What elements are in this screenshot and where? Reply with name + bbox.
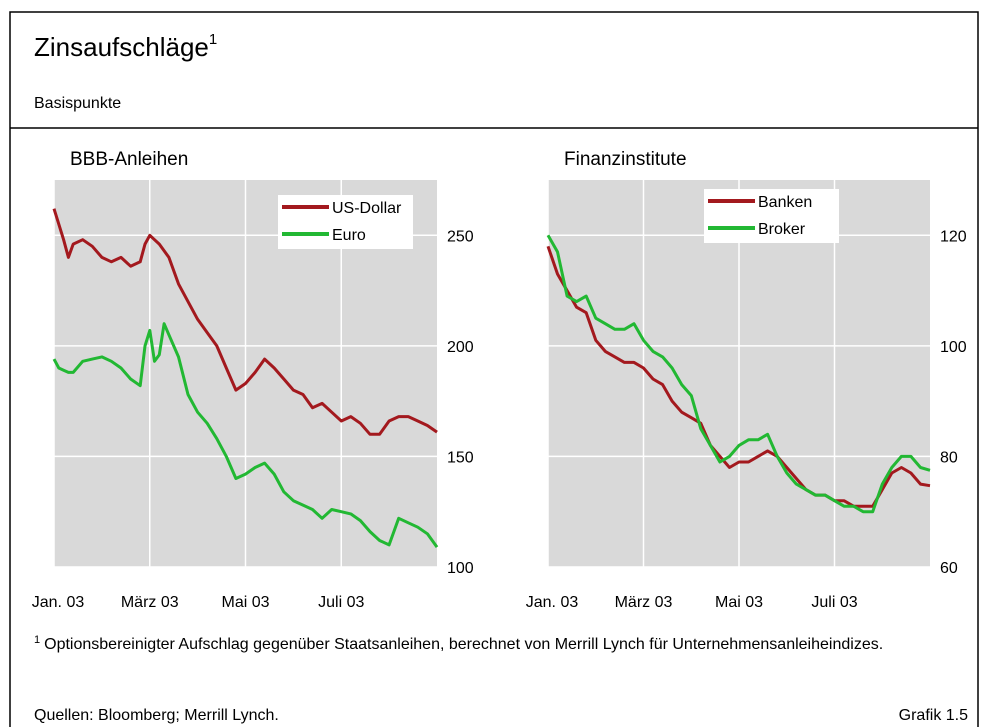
x-tick-label: Juli 03	[811, 594, 857, 611]
y-tick-label: 200	[447, 339, 474, 356]
x-tick-label: Mai 03	[715, 594, 763, 611]
x-tick-label: Mai 03	[221, 594, 269, 611]
legend-label: Euro	[332, 227, 366, 244]
source: Quellen: Bloomberg; Merrill Lynch.	[34, 707, 279, 724]
panel-title: BBB-Anleihen	[70, 149, 188, 170]
series-line	[52, 208, 438, 436]
footnote: 1 Optionsbereinigter Aufschlag gegenüber …	[34, 626, 968, 659]
x-tick-label: Juli 03	[318, 594, 364, 611]
figure-title: Zinsaufschläge1	[34, 31, 217, 62]
legend-label: Broker	[758, 221, 806, 238]
y-tick-label: 80	[940, 449, 958, 466]
x-tick-label: März 03	[615, 594, 673, 611]
series-line	[546, 245, 931, 508]
y-tick-label: 250	[447, 228, 474, 245]
x-tick-label: März 03	[121, 594, 179, 611]
x-tick-label: Jan. 03	[526, 594, 579, 611]
y-tick-label: 150	[447, 449, 474, 466]
series-line	[546, 234, 931, 514]
footnote-text: Optionsbereinigter Aufschlag gegenüber S…	[44, 636, 884, 653]
frame	[9, 11, 979, 727]
title-text: Zinsaufschläge	[34, 32, 209, 62]
subtitle: Basispunkte	[34, 95, 121, 112]
y-tick-label: 60	[940, 560, 958, 577]
series-line	[52, 322, 439, 548]
y-tick-label: 100	[447, 560, 474, 577]
figure-label: Grafik 1.5	[899, 707, 968, 724]
x-tick-label: Jan. 03	[32, 594, 85, 611]
legend-box	[278, 195, 413, 249]
y-tick-label: 100	[940, 339, 967, 356]
legend-box	[704, 189, 839, 243]
legend-label: US-Dollar	[332, 200, 402, 217]
title-note: 1	[209, 31, 217, 48]
y-tick-label: 120	[940, 228, 967, 245]
panel-title: Finanzinstitute	[564, 149, 687, 170]
legend-label: Banken	[758, 194, 812, 211]
footnote-mark: 1	[34, 634, 41, 646]
